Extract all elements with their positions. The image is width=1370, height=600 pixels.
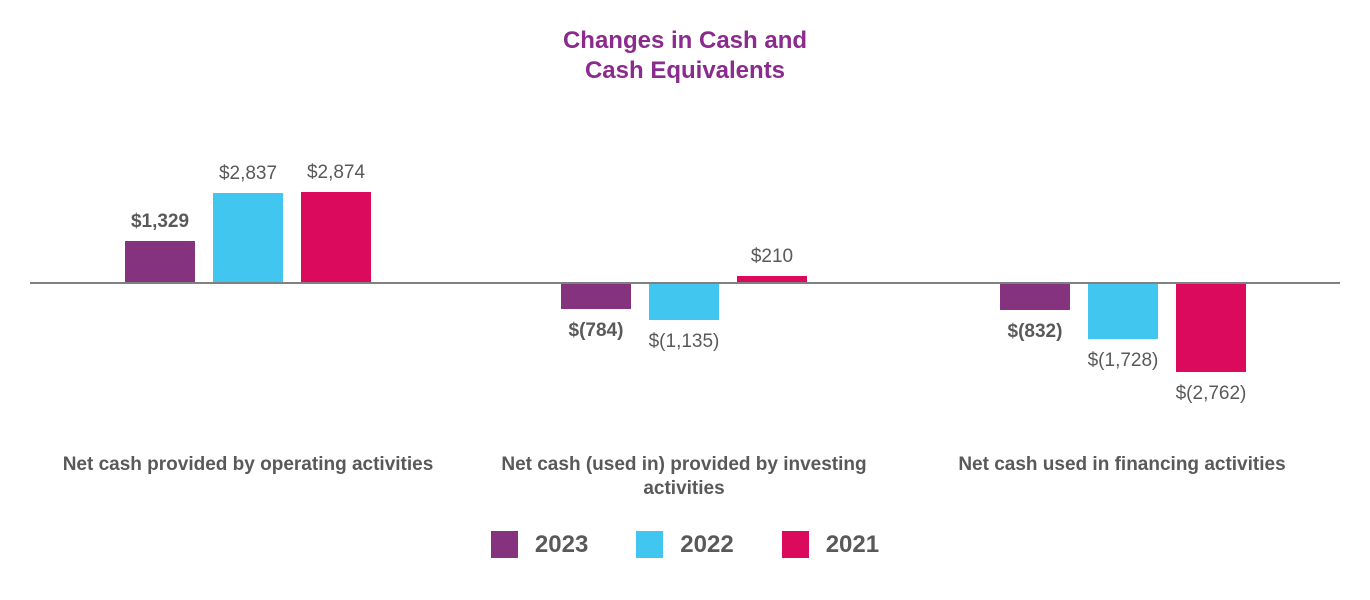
legend: 2023 2022 2021 xyxy=(0,531,1370,558)
value-label-2022-financing: $(1,728) xyxy=(1087,350,1159,371)
legend-label-2022: 2022 xyxy=(680,531,734,558)
value-label-2022-operating: $2,837 xyxy=(218,163,278,184)
legend-label-2023: 2023 xyxy=(534,531,589,558)
bar-2023-financing xyxy=(1000,284,1070,310)
category-label-investing: Net cash (used in) provided by investing… xyxy=(501,454,867,499)
chart-title: Changes in Cash and Cash Equivalents xyxy=(0,26,1370,86)
value-label-2023-financing: $(832) xyxy=(1007,321,1063,342)
chart-title-line1: Changes in Cash and xyxy=(562,27,808,54)
value-label-2023-investing: $(784) xyxy=(568,320,624,341)
bar-2022-operating xyxy=(213,193,283,283)
legend-swatch-2023 xyxy=(490,531,518,558)
category-label-operating: Net cash provided by operating activitie… xyxy=(62,454,434,475)
bar-2023-investing xyxy=(561,284,631,309)
legend-swatch-2022 xyxy=(636,531,664,558)
bar-2021-financing xyxy=(1176,284,1246,372)
bar-2021-investing xyxy=(737,276,807,283)
value-label-2023-operating: $1,329 xyxy=(130,211,190,232)
legend-item-2023: 2023 xyxy=(490,531,589,558)
bar-2023-operating xyxy=(125,241,195,283)
chart-title-line2: Cash Equivalents xyxy=(584,57,786,84)
x-axis-line xyxy=(30,282,1340,284)
bar-2022-investing xyxy=(649,284,719,320)
legend-swatch-2021 xyxy=(781,531,809,558)
value-label-2021-financing: $(2,762) xyxy=(1175,383,1247,404)
value-label-2021-operating: $2,874 xyxy=(306,162,366,183)
bar-2022-financing xyxy=(1088,284,1158,339)
value-label-2021-investing: $210 xyxy=(750,246,794,267)
value-label-2022-investing: $(1,135) xyxy=(648,331,720,352)
bar-2021-operating xyxy=(301,192,371,283)
legend-item-2022: 2022 xyxy=(636,531,734,558)
category-label-financing: Net cash used in financing activities xyxy=(958,454,1286,475)
legend-label-2021: 2021 xyxy=(825,531,880,558)
legend-item-2021: 2021 xyxy=(781,531,880,558)
